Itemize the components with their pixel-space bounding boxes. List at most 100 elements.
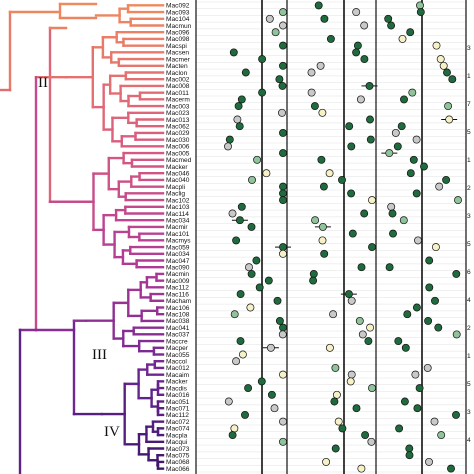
taxon-label: Mac003 [166, 103, 190, 110]
trait-dot [355, 316, 364, 325]
taxon-label: Mac016 [166, 392, 190, 399]
taxon-label: Mac046 [166, 171, 190, 178]
trait-dot [258, 88, 267, 97]
trait-dot [425, 457, 433, 466]
taxon-label: Mac006 [166, 144, 190, 151]
right-edge-label: 6 [467, 269, 471, 276]
trait-dot [347, 296, 356, 305]
trait-dot [452, 330, 461, 339]
trait-dot [412, 303, 421, 312]
taxon-label: Maclon [166, 70, 188, 77]
taxon-label: Macten [166, 63, 188, 70]
taxon-label: Mac055 [166, 352, 190, 359]
trait-dot [236, 290, 245, 299]
trait-dot [257, 377, 266, 386]
taxon-label: Mac009 [166, 278, 190, 285]
taxon-label: Mac098 [166, 36, 190, 43]
trait-dot [454, 196, 462, 205]
right-edge-label: 4 [467, 297, 471, 304]
trait-dot [348, 229, 357, 238]
trait-dot [432, 41, 441, 50]
trait-dot [311, 216, 320, 225]
taxon-label: Mac101 [166, 231, 190, 238]
trait-dot [434, 323, 443, 332]
trait-dot [224, 397, 233, 406]
trait-dot [279, 370, 287, 379]
trait-dot [262, 169, 271, 178]
trait-dot [395, 424, 404, 433]
trait-dot [279, 128, 287, 137]
taxon-label: Macerm [166, 97, 190, 104]
right-edge-label: 4 [467, 437, 471, 444]
trait-dot [430, 417, 439, 426]
trait-dot [368, 196, 376, 205]
trait-dot [248, 175, 256, 184]
trait-dot [366, 135, 375, 144]
trait-dot [436, 55, 445, 64]
trait-dot [338, 424, 347, 433]
taxon-label: Mac112 [166, 412, 189, 419]
trait-dot [238, 350, 247, 359]
trait-dot [398, 34, 407, 43]
trait-dot [366, 115, 374, 124]
trait-dot [416, 1, 424, 10]
trait-dot [448, 75, 457, 84]
trait-dot [368, 384, 376, 393]
trait-dot [444, 102, 453, 111]
right-edge-label: 1 [467, 73, 471, 80]
right-edge-label: 2 [467, 185, 471, 192]
trait-dot [347, 142, 356, 151]
taxon-label: Macker [166, 379, 188, 386]
trait-dot [452, 410, 460, 419]
taxon-label: Mac092 [166, 3, 190, 10]
trait-dot [411, 370, 420, 379]
trait-dot [233, 115, 242, 124]
trait-dot [387, 21, 396, 30]
trait-dot [403, 310, 412, 319]
trait-dot [353, 41, 362, 50]
trait-dot [368, 243, 376, 252]
taxon-label: Mac072 [166, 419, 190, 426]
trait-dot [332, 390, 341, 399]
trait-dot [247, 222, 256, 231]
trait-dot [435, 182, 444, 191]
clade-label-iii: III [92, 347, 107, 363]
taxon-label: Mac062 [166, 124, 190, 131]
trait-dot [279, 41, 287, 50]
trait-dot [319, 182, 328, 191]
trait-dot [279, 182, 287, 191]
trait-dot [391, 128, 400, 137]
trait-dot [326, 34, 335, 43]
taxon-label: Mac114 [166, 211, 189, 218]
trait-dot [445, 115, 454, 124]
trait-dot [365, 81, 374, 90]
trait-dot [275, 75, 284, 84]
trait-dot [412, 189, 421, 198]
taxon-label: Mac106 [166, 305, 190, 312]
trait-dot [265, 14, 274, 23]
trait-dot [431, 243, 440, 252]
trait-dot [271, 28, 280, 37]
trait-dot [241, 410, 249, 419]
trait-dot [347, 189, 356, 198]
trait-dot [352, 404, 361, 413]
trait-dot [232, 357, 241, 366]
trait-dot [389, 229, 397, 238]
taxon-label: Mac103 [166, 204, 190, 211]
trait-dot [264, 276, 273, 285]
trait-dot [360, 55, 369, 64]
trait-dot [352, 8, 361, 17]
trait-dot [278, 330, 287, 339]
trait-dot [334, 417, 343, 426]
taxon-label: Mac040 [166, 177, 190, 184]
trait-dot [364, 337, 373, 346]
taxon-label: Mac005 [166, 150, 190, 157]
taxon-label: Mac038 [166, 318, 190, 325]
trait-dot [329, 310, 338, 319]
trait-dot [235, 122, 244, 131]
trait-dot [442, 175, 451, 184]
trait-dot [278, 108, 286, 117]
taxon-label: Mac116 [166, 291, 189, 298]
trait-dot [356, 95, 365, 104]
taxon-label: Mac051 [166, 399, 190, 406]
